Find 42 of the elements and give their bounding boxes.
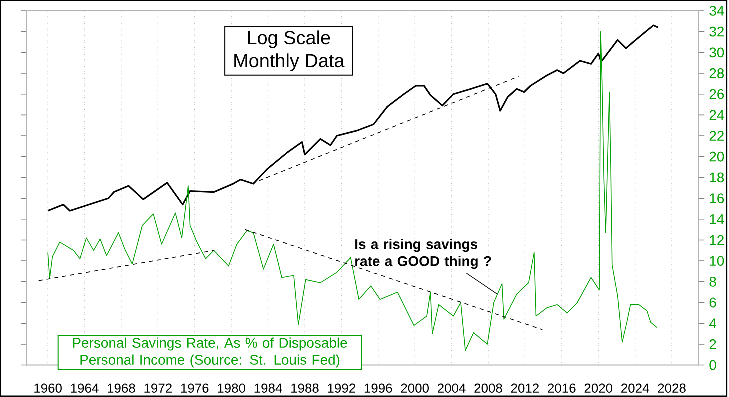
- text: Log Scale: [248, 30, 330, 48]
- x-tick-label: 1964: [71, 384, 99, 393]
- y-tick-label: 28: [710, 68, 724, 78]
- x-tick-label: 2020: [584, 384, 613, 393]
- x-tick-label: 2000: [401, 384, 430, 393]
- y-tick-label: 14: [710, 214, 724, 224]
- line-series: [48, 31, 658, 351]
- y-tick-label: 30: [710, 48, 724, 58]
- text: Personal Savings Rate, As % of Disposable Personal Income (Source: St. Louis Fed): [73, 338, 348, 368]
- x-tick-label: 1968: [108, 384, 136, 393]
- y-tick-label: 8: [710, 276, 716, 287]
- y-tick-label: 22: [710, 131, 724, 141]
- x-tick-label: 1984: [254, 384, 282, 393]
- x-tick-label: 1988: [292, 384, 319, 393]
- x-tick-label: 1972: [144, 384, 172, 393]
- y-tick-label: 32: [710, 26, 724, 37]
- y-tick-label: 4: [709, 318, 716, 328]
- y-tick-label: 20: [710, 152, 724, 162]
- x-tick-label: 2012: [511, 384, 539, 393]
- x-tick-label: 2028: [658, 384, 686, 393]
- y-tick-label: 6: [710, 298, 716, 308]
- y-tick-label: 12: [710, 235, 724, 245]
- y-tick-label: 2: [710, 339, 716, 350]
- y-tick-label: 34: [710, 6, 724, 16]
- y-tick-label: 24: [710, 110, 724, 120]
- line-series: [47, 24, 660, 212]
- text: Monthly Data: [234, 54, 345, 72]
- x-tick-label: 1960: [34, 384, 62, 393]
- y-tick-label: 0: [710, 360, 716, 370]
- y-tick-label: 18: [710, 172, 724, 183]
- annotation: Is a rising savings rate a GOOD thing ?: [356, 238, 492, 269]
- x-tick-label: 1992: [328, 384, 356, 393]
- y-tick-label: 10: [710, 256, 724, 266]
- x-tick-label: 2016: [548, 384, 576, 393]
- x-tick-label: 1976: [181, 384, 209, 393]
- x-tick-label: 2004: [438, 384, 466, 393]
- x-tick-label: 2008: [474, 384, 502, 393]
- y-tick-label: 16: [710, 193, 724, 204]
- y-tick-label: 26: [710, 89, 724, 100]
- x-tick-label: 1980: [218, 384, 246, 393]
- x-tick-label: 1996: [364, 384, 392, 393]
- x-tick-label: 2024: [622, 384, 650, 393]
